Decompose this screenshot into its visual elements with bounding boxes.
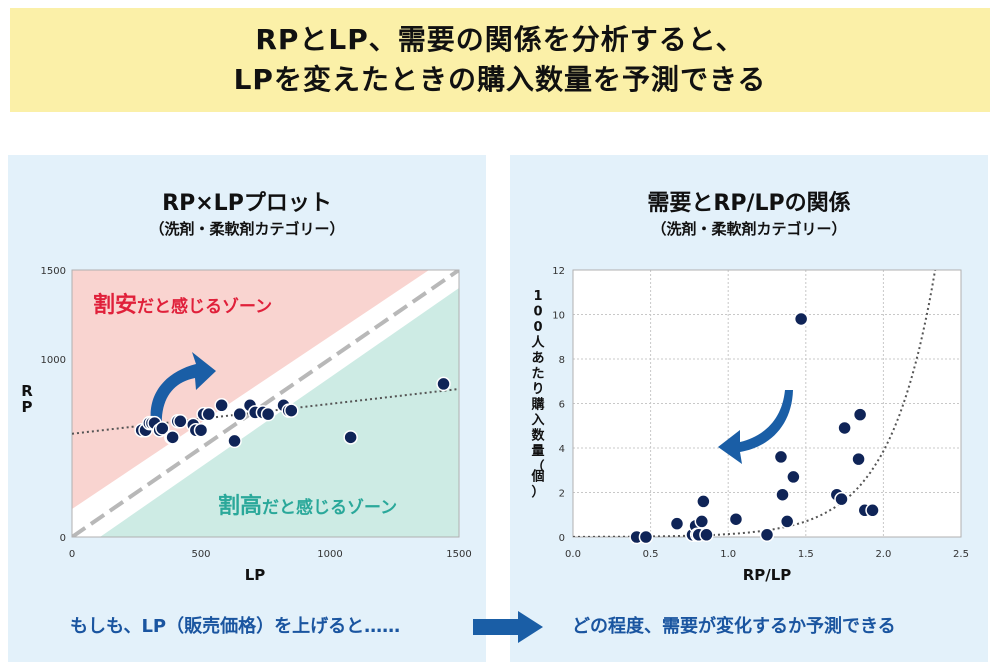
- x-axis-label: RP/LP: [743, 566, 792, 584]
- data-point: [851, 451, 866, 467]
- x-tick-label: 1000: [317, 549, 342, 560]
- right-caption: どの程度、需要が変化するか予測できる: [572, 616, 896, 637]
- data-point: [260, 406, 276, 422]
- demand-scatter-chart: 0.0 0.5 1.0 1.5 2.0 2.5024681012RP/LP100人あたり購…: [530, 266, 969, 584]
- demand-arrow-icon: [718, 390, 793, 464]
- data-point: [173, 414, 188, 429]
- x-tick-label: 0: [69, 549, 75, 560]
- right-arrow-icon: [473, 611, 543, 643]
- x-tick-label: 1.0: [720, 549, 736, 560]
- y-axis-label-char: 0: [533, 305, 542, 320]
- data-point: [834, 491, 849, 507]
- x-tick-label: 0.5: [643, 549, 659, 560]
- expensive-zone-label: 割高だと感じるゾーン: [218, 493, 397, 519]
- data-point: [852, 407, 868, 422]
- shift-arrow-icon: [150, 352, 216, 428]
- y-axis-label-char: た: [531, 367, 544, 382]
- data-point: [284, 403, 299, 418]
- headline-banner: RPとLP、需要の関係を分析すると、 LPを変えたときの購入数量を予測できる: [10, 8, 990, 112]
- data-point: [699, 527, 714, 543]
- y-tick-label: 4: [559, 444, 565, 455]
- data-point: [201, 406, 216, 422]
- headline-line-2: LPを変えたときの購入数量を予測できる: [233, 63, 767, 96]
- y-tick-label: 6: [559, 400, 565, 411]
- y-axis-label: R: [21, 382, 33, 400]
- data-point: [837, 420, 852, 436]
- x-axis-label: LP: [245, 566, 266, 584]
- y-axis-label-char: 入: [531, 413, 544, 428]
- y-axis-label-char: 量: [531, 444, 544, 459]
- data-point: [696, 494, 711, 509]
- data-point: [232, 406, 247, 422]
- y-axis-label-char: 0: [533, 320, 542, 335]
- left-caption: もしも、LP（販売価格）を上げると……: [70, 616, 401, 637]
- diagonal-line: [72, 270, 459, 537]
- data-point: [759, 527, 775, 543]
- y-axis-label-char: 数: [531, 428, 545, 444]
- data-point: [786, 469, 801, 485]
- data-point: [779, 514, 795, 529]
- data-point: [343, 430, 358, 445]
- cheap-zone-kanji: 割安: [93, 292, 137, 318]
- y-axis-label-char: 人: [531, 335, 545, 351]
- y-axis-label-char: あ: [531, 351, 544, 366]
- rp-lp-plot-title: RP×LPプロット: [162, 191, 332, 216]
- x-tick-label: 1.5: [798, 549, 814, 560]
- data-point: [436, 376, 451, 392]
- data-point: [638, 529, 654, 545]
- cheap-zone: [72, 270, 429, 509]
- annotation-layer: [473, 611, 543, 643]
- data-point: [775, 487, 790, 502]
- y-axis-label-char: 購: [530, 397, 544, 413]
- y-tick-label: 8: [559, 355, 565, 366]
- data-point: [669, 516, 685, 531]
- x-tick-label: 2.5: [953, 549, 969, 560]
- data-point: [793, 311, 809, 327]
- headline-line-1: RPとLP、需要の関係を分析すると、: [255, 23, 745, 56]
- data-point: [214, 398, 229, 413]
- expensive-zone: [100, 288, 459, 537]
- y-axis-label-char: 個: [530, 469, 544, 485]
- y-tick-label: 1000: [41, 355, 66, 366]
- x-tick-label: 2.0: [875, 549, 891, 560]
- cheap-zone-label: 割安だと感じるゾーン: [93, 292, 272, 318]
- x-tick-label: 0.0: [565, 549, 581, 560]
- x-tick-label: 500: [191, 549, 210, 560]
- y-tick-label: 0: [60, 533, 66, 544]
- y-axis-label-char: り: [531, 382, 544, 397]
- y-tick-label: 12: [552, 266, 565, 277]
- data-point: [165, 430, 180, 445]
- demand-relation-subtitle: （洗剤・柔軟剤カテゴリー）: [651, 220, 847, 238]
- demand-relation-title: 需要とRP/LPの関係: [647, 191, 851, 216]
- data-point: [865, 503, 880, 518]
- y-tick-label: 2: [559, 489, 565, 500]
- expensive-zone-kanji: 割高: [218, 493, 262, 519]
- data-point: [773, 449, 789, 465]
- data-point: [155, 421, 170, 436]
- data-point: [694, 514, 710, 529]
- rp-lp-plot-subtitle: （洗剤・柔軟剤カテゴリー）: [149, 220, 345, 238]
- y-axis-label: P: [22, 398, 33, 416]
- data-point: [227, 433, 242, 449]
- x-tick-label: 1500: [446, 549, 471, 560]
- zone-group: [72, 270, 459, 537]
- y-axis-label-char: 1: [533, 289, 542, 304]
- expensive-zone-text: だと感じるゾーン: [262, 497, 397, 518]
- cheap-zone-text: だと感じるゾーン: [137, 296, 272, 317]
- plot-frame: [71, 269, 460, 538]
- y-tick-label: 10: [552, 311, 565, 322]
- y-axis-label-char: （: [531, 459, 544, 475]
- y-tick-label: 0: [559, 533, 565, 544]
- y-axis-label-char: ）: [531, 484, 544, 500]
- data-point: [728, 511, 744, 527]
- data-point: [193, 422, 209, 438]
- y-tick-label: 1500: [41, 266, 66, 277]
